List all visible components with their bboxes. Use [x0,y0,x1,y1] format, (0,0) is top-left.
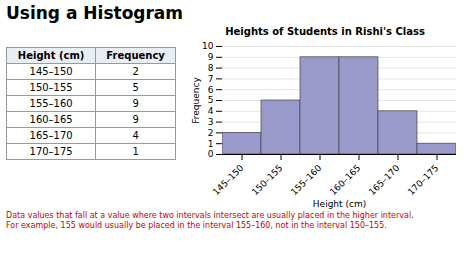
html-text:165–170: 165–170 [29,130,73,141]
svg-text:3: 3 [208,117,214,127]
html-text:160–165: 160–165 [29,114,73,125]
svg-text:150–155: 150–155 [250,163,285,198]
svg-text:0: 0 [208,149,214,159]
svg-text:Height (cm): Height (cm) [313,199,366,209]
svg-text:165–170: 165–170 [367,163,402,198]
html-text:150–155: 150–155 [29,82,73,93]
html-text:Heights of Students in Rishi's: Heights of Students in Rishi's Class [225,26,425,37]
html-text:Using a Histogram: Using a Histogram [6,3,184,23]
html-text:Height (cm): Height (cm) [17,50,85,61]
svg-text:2: 2 [208,128,214,138]
svg-text:1: 1 [208,139,214,149]
svg-text:5: 5 [208,95,214,105]
svg-text:8: 8 [208,63,214,73]
html-text:4: 4 [132,130,139,141]
svg-text:160–165: 160–165 [328,163,363,198]
html-text:Data values that fall at a val: Data values that fall at a value where t… [6,211,414,230]
html-text:155–160: 155–160 [29,98,73,109]
html-text:170–175: 170–175 [29,146,73,157]
html-text:Frequency: Frequency [106,50,165,61]
html-text:1: 1 [132,146,139,157]
html-text:5: 5 [132,82,139,93]
svg-text:7: 7 [208,74,214,84]
svg-text:Frequency: Frequency [191,77,201,124]
html-text:9: 9 [132,114,139,125]
html-text:145–150: 145–150 [29,66,73,77]
svg-text:6: 6 [208,85,214,95]
svg-text:9: 9 [208,52,214,62]
html-text:9: 9 [132,98,139,109]
svg-text:10: 10 [202,41,214,51]
html-text:2: 2 [132,66,139,77]
svg-text:155–160: 155–160 [289,163,324,198]
svg-text:170–175: 170–175 [406,163,441,198]
svg-text:4: 4 [208,106,214,116]
svg-text:145–150: 145–150 [211,163,246,198]
